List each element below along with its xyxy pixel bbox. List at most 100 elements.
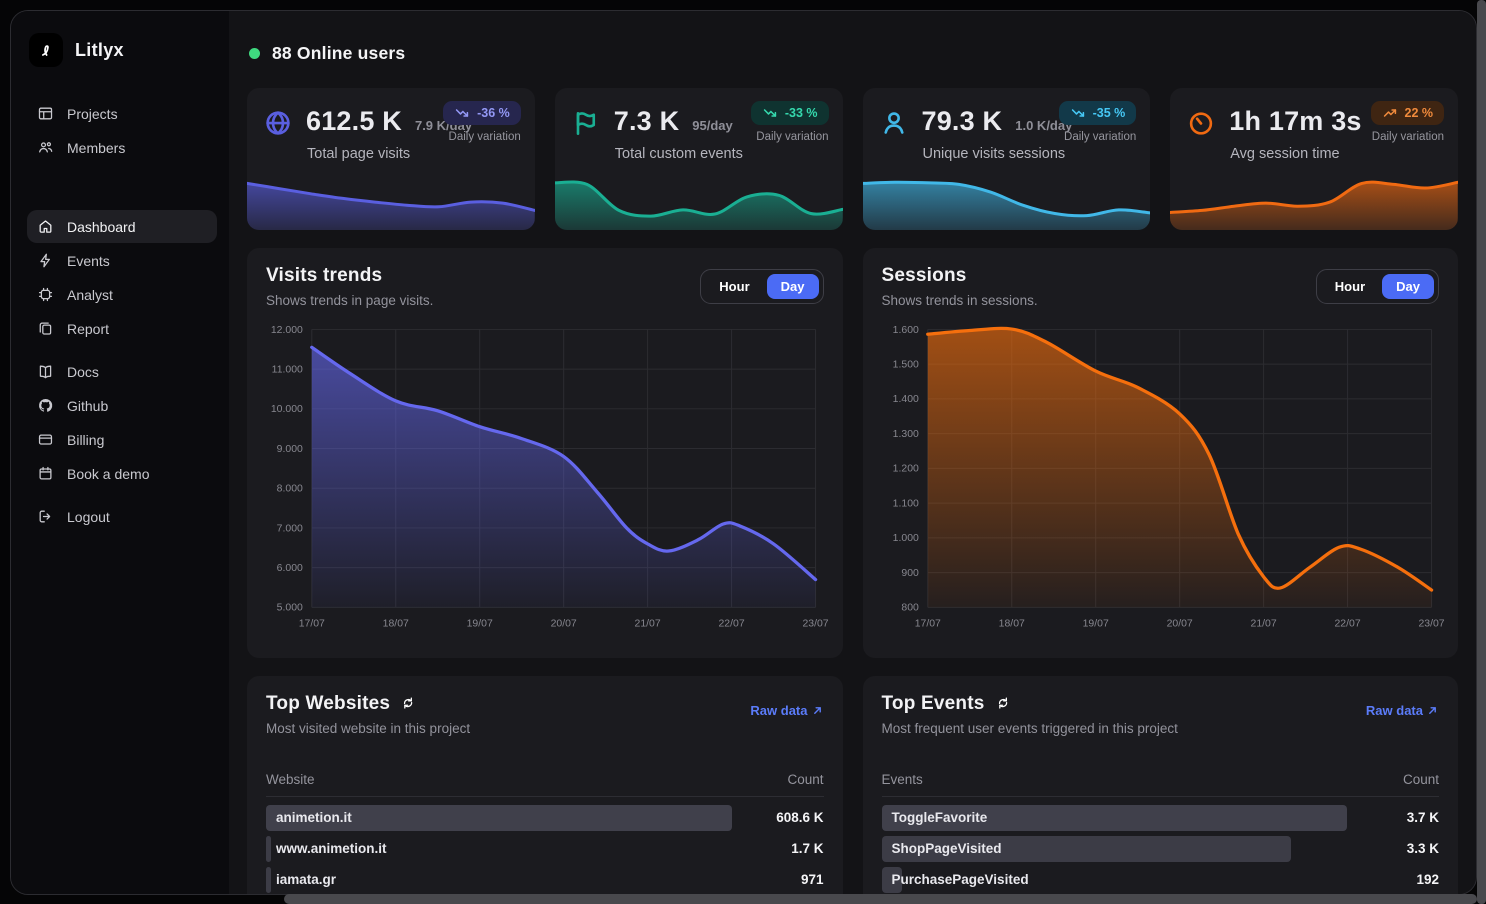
daily-variation-caption: Daily variation [443, 131, 521, 143]
sidebar-item-analyst[interactable]: Analyst [27, 278, 217, 311]
screen: Litlyx Projects Members DashboardEvents Ana… [0, 0, 1486, 904]
x-tick-label: 23/07 [802, 619, 828, 630]
row-label: ShopPageVisited [882, 836, 1002, 862]
stat-value: 79.3 K [922, 106, 1003, 137]
table-row[interactable]: animetion.it608.6 K [266, 805, 824, 831]
app-name: Litlyx [75, 40, 124, 61]
toggle-day-button[interactable]: Day [1382, 274, 1434, 299]
table-row[interactable]: ToggleFavorite3.7 K [882, 805, 1440, 831]
raw-data-link[interactable]: Raw data [750, 703, 823, 718]
sidebar-item-book-a-demo[interactable]: Book a demo [27, 457, 217, 490]
badge-value: -35 % [1093, 106, 1126, 120]
stat-sparkline [555, 166, 843, 230]
column-header-right: Count [787, 772, 823, 787]
x-tick-label: 22/07 [719, 619, 745, 630]
sidebar-item-members[interactable]: Members [27, 131, 217, 164]
row-label: animetion.it [266, 805, 352, 831]
y-tick-label: 11.000 [272, 365, 303, 376]
daily-variation-caption: Daily variation [751, 131, 829, 143]
y-tick-label: 1.000 [892, 533, 918, 544]
row-label: www.animetion.it [266, 836, 387, 862]
y-tick-label: 900 [901, 568, 919, 579]
flag-icon [571, 108, 601, 138]
refresh-button[interactable] [996, 696, 1013, 713]
sidebar-item-label: Github [67, 398, 108, 414]
globe-icon [263, 108, 293, 138]
refresh-icon [996, 696, 1013, 713]
online-dot-icon [249, 48, 260, 59]
stat-sparkline [247, 166, 535, 230]
column-header-left: Website [266, 772, 315, 787]
table-row[interactable]: iamata.gr971 [266, 867, 824, 893]
billing-icon [37, 431, 54, 448]
stat-rate: 95/day [692, 118, 732, 133]
chart-subtitle: Shows trends in page visits. [266, 293, 433, 308]
toggle-hour-button[interactable]: Hour [1321, 274, 1379, 299]
daily-variation-badge: -33 % [751, 101, 829, 125]
x-tick-label: 17/07 [299, 619, 325, 630]
sidebar-item-billing[interactable]: Billing [27, 423, 217, 456]
column-header-right: Count [1403, 772, 1439, 787]
sidebar-item-github[interactable]: Github [27, 389, 217, 422]
report-icon [37, 320, 54, 337]
toggle-hour-button[interactable]: Hour [705, 274, 763, 299]
sidebar-item-report[interactable]: Report [27, 312, 217, 345]
person-icon [879, 108, 909, 138]
sidebar-item-dashboard[interactable]: Dashboard [27, 210, 217, 243]
chart-title: Sessions [882, 265, 1038, 287]
table-rows: animetion.it608.6 K www.animetion.it1.7 K… [266, 805, 824, 893]
sidebar-item-docs[interactable]: Docs [27, 355, 217, 388]
refresh-icon [401, 696, 418, 713]
github-icon [37, 397, 54, 414]
daily-variation-badge: 22 % [1371, 101, 1445, 125]
daily-variation: 22 %Daily variation [1371, 101, 1445, 143]
sidebar-item-label: Logout [67, 509, 110, 525]
table-panel-top-websites: Top WebsitesMost visited website in this… [247, 676, 843, 894]
y-tick-label: 9.000 [277, 444, 303, 455]
lightning-icon [37, 252, 54, 269]
horizontal-scrollbar[interactable] [284, 894, 1477, 904]
stat-card-total-custom-events: 7.3 K95/dayTotal custom events-33 %Daily… [555, 88, 843, 230]
y-tick-label: 8.000 [277, 484, 303, 495]
vertical-scrollbar[interactable] [1477, 0, 1486, 904]
sidebar-item-label: Report [67, 321, 109, 337]
sidebar-item-label: Analyst [67, 287, 113, 303]
trend-down-icon [454, 107, 470, 119]
table-row[interactable]: ShopPageVisited3.3 K [882, 836, 1440, 862]
sidebar-item-label: Members [67, 140, 125, 156]
stat-sparkline [863, 166, 1151, 230]
stat-sparkline [1170, 166, 1458, 230]
row-count: 192 [1416, 867, 1439, 893]
y-tick-label: 1.100 [892, 499, 918, 510]
y-tick-label: 5.000 [277, 603, 303, 614]
trend-down-icon [762, 107, 778, 119]
toggle-day-button[interactable]: Day [767, 274, 819, 299]
tables-row: Top WebsitesMost visited website in this… [247, 676, 1458, 894]
sidebar-nav: Projects Members DashboardEvents Analyst Rep… [27, 97, 217, 533]
y-tick-label: 12.000 [271, 325, 303, 336]
refresh-button[interactable] [401, 696, 418, 713]
raw-data-link[interactable]: Raw data [1366, 703, 1439, 718]
stat-label: Unique visits sessions [863, 141, 1151, 162]
sidebar-item-label: Projects [67, 106, 118, 122]
table-row[interactable]: PurchasePageVisited192 [882, 867, 1440, 893]
x-tick-label: 20/07 [551, 619, 577, 630]
trend-down-icon [1070, 107, 1086, 119]
trend-up-icon [1382, 107, 1398, 119]
sidebar-item-logout[interactable]: Logout [27, 500, 217, 533]
x-tick-label: 17/07 [914, 619, 940, 630]
sidebar-item-projects[interactable]: Projects [27, 97, 217, 130]
daily-variation-badge: -35 % [1059, 101, 1137, 125]
daily-variation-badge: -36 % [443, 101, 521, 125]
chart-subtitle: Shows trends in sessions. [882, 293, 1038, 308]
table-row[interactable]: www.animetion.it1.7 K [266, 836, 824, 862]
chart-panel-sessions: Sessions Shows trends in sessions. HourDay… [863, 248, 1459, 658]
y-tick-label: 1.600 [892, 325, 918, 336]
table-subtitle: Most frequent user events triggered in t… [882, 721, 1178, 736]
x-tick-label: 21/07 [635, 619, 661, 630]
x-tick-label: 19/07 [467, 619, 493, 630]
chart-title: Visits trends [266, 265, 433, 287]
sidebar-item-events[interactable]: Events [27, 244, 217, 277]
badge-value: -36 % [477, 106, 510, 120]
sidebar-section: Logout [27, 500, 217, 533]
